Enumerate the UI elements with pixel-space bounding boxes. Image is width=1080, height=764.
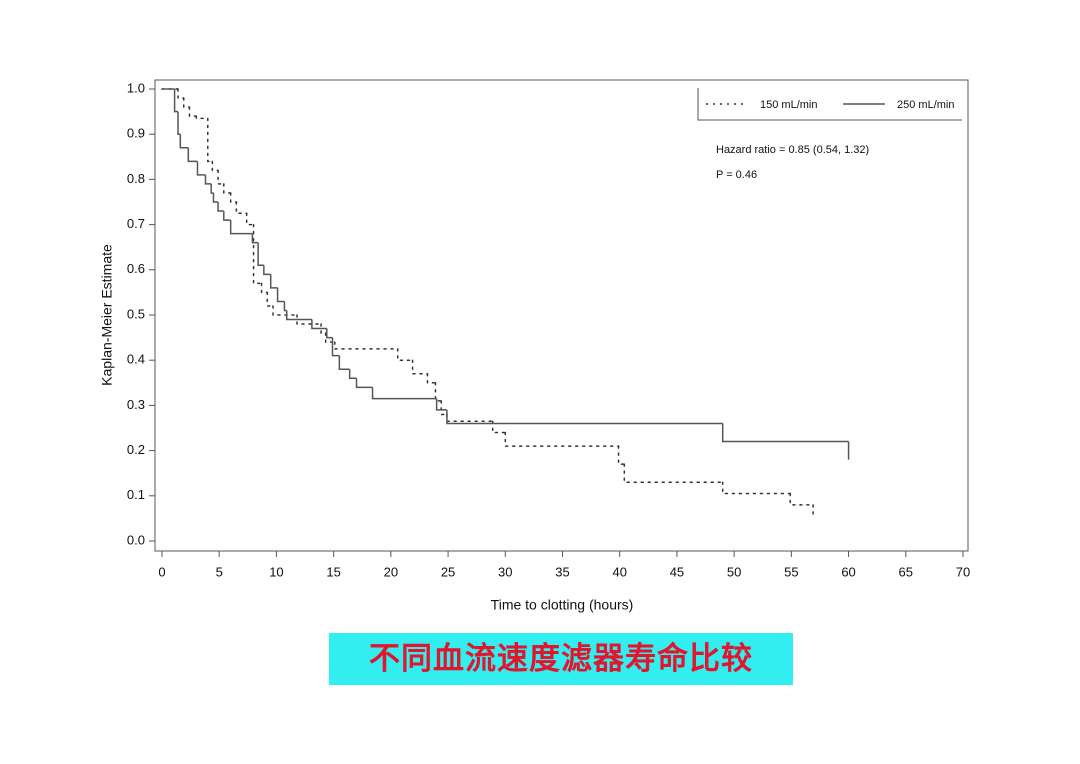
km-step bbox=[411, 359, 429, 375]
x-tick-label: 0 bbox=[158, 564, 165, 579]
km-step bbox=[177, 111, 181, 135]
km-step bbox=[434, 382, 442, 402]
km-step bbox=[204, 174, 212, 185]
km-step bbox=[721, 423, 849, 443]
km-step bbox=[173, 89, 179, 113]
y-tick-label: 0.0 bbox=[127, 532, 145, 547]
legend-label: 150 mL/min bbox=[760, 99, 817, 111]
km-step bbox=[326, 328, 333, 339]
km-step bbox=[371, 387, 437, 400]
x-axis-label: Time to clotting (hours) bbox=[491, 597, 634, 613]
km-step bbox=[296, 314, 322, 325]
y-tick-label: 0.6 bbox=[127, 261, 145, 276]
y-tick-label: 0.3 bbox=[127, 397, 145, 412]
km-step bbox=[812, 504, 815, 517]
annotation: Hazard ratio = 0.85 (0.54, 1.32) bbox=[716, 144, 869, 156]
km-step bbox=[207, 117, 214, 163]
x-tick-label: 65 bbox=[899, 564, 913, 579]
km-step bbox=[272, 305, 298, 316]
km-step bbox=[212, 192, 219, 203]
km-step bbox=[426, 373, 437, 384]
x-tick-label: 60 bbox=[841, 564, 855, 579]
km-step bbox=[334, 341, 399, 350]
km-step bbox=[355, 378, 373, 389]
km-step bbox=[179, 134, 189, 149]
y-tick-label: 0.5 bbox=[127, 306, 145, 321]
km-step bbox=[789, 492, 814, 506]
legend-label: 250 mL/min bbox=[897, 99, 954, 111]
km-step bbox=[435, 398, 447, 411]
x-tick-label: 70 bbox=[956, 564, 970, 579]
km-step bbox=[446, 413, 494, 422]
km-step bbox=[269, 274, 278, 289]
y-tick-label: 0.2 bbox=[127, 442, 145, 457]
km-step bbox=[446, 409, 723, 425]
km-step bbox=[276, 287, 285, 303]
x-tick-label: 40 bbox=[612, 564, 626, 579]
km-step bbox=[251, 233, 259, 244]
x-tick-label: 10 bbox=[269, 564, 283, 579]
annotation: P = 0.46 bbox=[716, 169, 757, 181]
km-step bbox=[235, 201, 248, 215]
km-step bbox=[348, 369, 357, 380]
km-step bbox=[257, 242, 264, 267]
km-step bbox=[617, 445, 626, 465]
km-step bbox=[320, 323, 327, 334]
y-tick-label: 0.8 bbox=[127, 171, 145, 186]
km-step bbox=[324, 332, 336, 343]
x-tick-label: 45 bbox=[670, 564, 684, 579]
km-step bbox=[263, 265, 271, 276]
x-tick-label: 50 bbox=[727, 564, 741, 579]
km-step bbox=[217, 169, 225, 185]
km-step bbox=[252, 223, 263, 285]
km-step bbox=[223, 211, 231, 221]
x-tick-label: 35 bbox=[555, 564, 569, 579]
y-tick-label: 0.1 bbox=[127, 487, 145, 502]
km-step bbox=[285, 310, 312, 321]
km-step bbox=[721, 481, 791, 495]
km-step bbox=[195, 115, 209, 120]
x-tick-label: 30 bbox=[498, 564, 512, 579]
y-tick-label: 0.4 bbox=[127, 352, 145, 367]
km-step bbox=[223, 183, 232, 194]
km-step bbox=[396, 348, 414, 361]
km-step bbox=[229, 192, 238, 203]
x-tick-label: 55 bbox=[784, 564, 798, 579]
km-step bbox=[217, 202, 224, 212]
x-tick-label: 25 bbox=[441, 564, 455, 579]
km-step bbox=[440, 400, 448, 416]
y-axis-label: Kaplan-Meier Estimate bbox=[99, 244, 115, 386]
km-step bbox=[182, 97, 191, 108]
km-step bbox=[266, 291, 274, 307]
km-step bbox=[211, 160, 219, 172]
km-step bbox=[196, 161, 206, 176]
legend-frame bbox=[697, 88, 962, 121]
km-step bbox=[188, 106, 198, 117]
km-step bbox=[229, 220, 253, 235]
y-tick-label: 1.0 bbox=[127, 80, 145, 95]
km-step bbox=[311, 319, 327, 330]
km-step bbox=[331, 337, 340, 357]
caption: 不同血流速度滤器寿命比较 bbox=[329, 633, 793, 685]
km-step bbox=[187, 147, 198, 163]
km-step bbox=[245, 212, 255, 226]
km-step bbox=[260, 282, 269, 294]
km-step bbox=[177, 88, 185, 99]
km-step bbox=[283, 301, 287, 312]
x-tick-label: 20 bbox=[384, 564, 398, 579]
km-step bbox=[210, 183, 214, 194]
y-tick-label: 0.9 bbox=[127, 126, 145, 141]
km-step bbox=[504, 431, 620, 447]
km-step bbox=[623, 463, 724, 483]
y-tick-label: 0.7 bbox=[127, 216, 145, 231]
km-step bbox=[338, 355, 350, 370]
x-tick-label: 15 bbox=[326, 564, 340, 579]
x-tick-label: 5 bbox=[216, 564, 223, 579]
